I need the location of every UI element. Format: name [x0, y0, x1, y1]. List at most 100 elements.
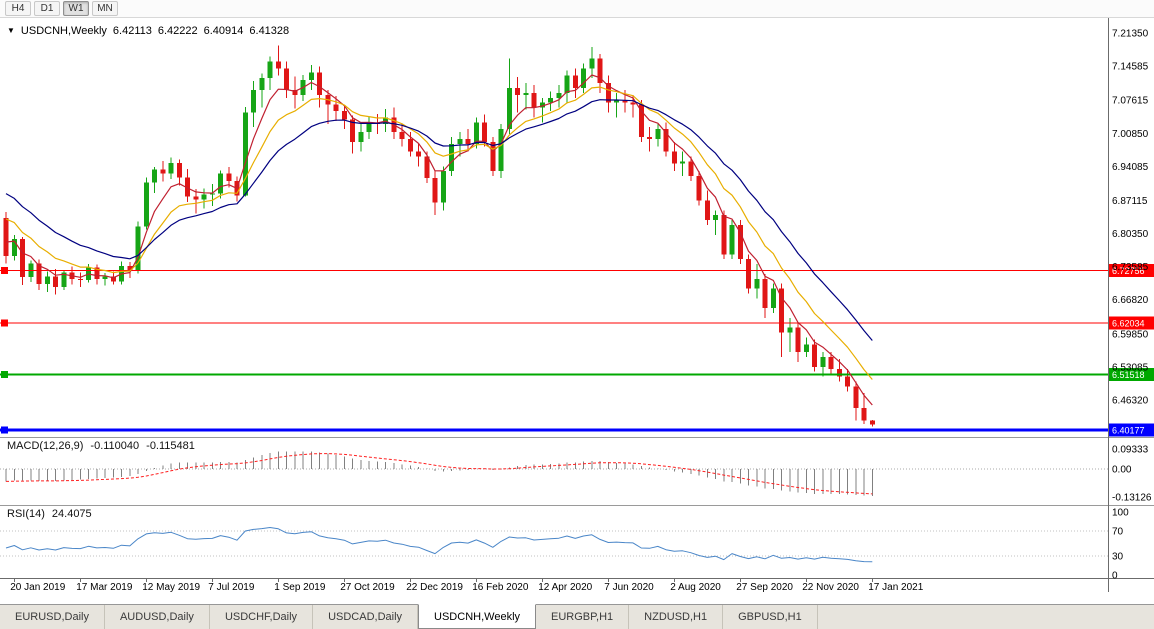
- candle-body: [77, 278, 83, 281]
- candle-body: [308, 72, 314, 81]
- candle-body: [432, 178, 438, 203]
- timeframe-button-mn[interactable]: MN: [92, 1, 118, 16]
- tab-gbpusd-h1[interactable]: GBPUSD,H1: [723, 605, 818, 629]
- candle-body: [292, 89, 298, 95]
- candle-body: [416, 151, 421, 157]
- x-axis-label: 7 Jun 2020: [604, 582, 654, 593]
- candle-body: [531, 92, 537, 108]
- candle-body: [143, 182, 149, 227]
- candle-body: [828, 357, 834, 369]
- x-axis-label: 17 Jan 2021: [868, 582, 923, 593]
- x-axis-label: 16 Feb 2020: [472, 582, 529, 593]
- ma-medium-line: [5, 86, 873, 380]
- y-axis-label: 6.46320: [1112, 395, 1149, 406]
- line-anchor[interactable]: [1, 426, 8, 434]
- candle-body: [630, 102, 636, 105]
- price-tag: [1109, 316, 1154, 330]
- macd-axis-label: 0.09333: [1112, 445, 1149, 456]
- candle-body: [861, 407, 867, 421]
- ma-fast-line: [5, 74, 873, 406]
- timeframe-button-h4[interactable]: H4: [5, 1, 31, 16]
- candle-body: [36, 263, 42, 285]
- candle-body: [506, 88, 512, 130]
- candle-body: [53, 276, 58, 288]
- candle-body: [737, 224, 743, 260]
- price-tag-label: 6.51518: [1112, 370, 1145, 380]
- rsi-indicator-label: RSI(14) 24.4075: [7, 508, 92, 520]
- price-tag-label: 6.72756: [1112, 266, 1145, 276]
- candle-body: [820, 357, 826, 367]
- y-axis-label: 6.80350: [1112, 229, 1149, 240]
- candle-body: [671, 151, 677, 164]
- tab-eurgbp-h1[interactable]: EURGBP,H1: [536, 605, 630, 629]
- candle-body: [267, 61, 273, 79]
- y-axis-label: 7.14585: [1112, 62, 1149, 73]
- timeframe-button-d1[interactable]: D1: [34, 1, 60, 16]
- candle-body: [515, 88, 520, 95]
- candle-body: [787, 327, 793, 333]
- candle-body: [713, 215, 718, 221]
- macd-name: MACD(12,26,9): [7, 440, 84, 452]
- x-axis-label: 2 Aug 2020: [670, 582, 721, 593]
- x-axis-label: 7 Jul 2019: [208, 582, 255, 593]
- candle-body: [746, 259, 751, 289]
- candle-body: [3, 218, 9, 256]
- candle-body: [457, 138, 463, 144]
- line-anchor[interactable]: [1, 267, 8, 275]
- y-axis-label: 7.21350: [1112, 29, 1149, 40]
- candle-body: [556, 92, 562, 98]
- timeframe-button-w1[interactable]: W1: [63, 1, 89, 16]
- candle-body: [440, 171, 446, 203]
- candle-body: [638, 104, 644, 137]
- price-tag-label: 6.62034: [1112, 319, 1145, 329]
- symbol-marker-icon: ▼: [7, 26, 15, 35]
- rsi-value: 24.4075: [51, 508, 92, 520]
- macd-signal-line: [5, 453, 873, 495]
- candle-body: [160, 169, 166, 174]
- rsi-axis-label: 30: [1112, 552, 1124, 563]
- candle-body: [275, 61, 281, 69]
- candle-body: [622, 99, 628, 103]
- candle-body: [597, 58, 603, 84]
- price-tag: [1109, 264, 1154, 278]
- y-axis-label: 6.73585: [1112, 262, 1149, 273]
- candle-body: [663, 129, 669, 152]
- price-tag-label: 6.40177: [1112, 426, 1145, 436]
- candle-body: [812, 344, 817, 367]
- rsi-axis-label: 100: [1112, 508, 1129, 519]
- y-axis-label: 6.87115: [1112, 196, 1148, 207]
- line-anchor[interactable]: [1, 371, 8, 379]
- bar-open-value: 6.42113: [112, 25, 152, 37]
- x-axis-label: 22 Nov 2020: [802, 582, 859, 593]
- candle-body: [548, 97, 553, 103]
- tab-usdcad-daily[interactable]: USDCAD,Daily: [313, 605, 419, 629]
- candle-body: [647, 136, 652, 139]
- tab-eurusd-daily[interactable]: EURUSD,Daily: [0, 605, 105, 629]
- candle-body: [209, 193, 215, 195]
- x-axis-label: 12 May 2019: [142, 582, 200, 593]
- y-axis-label: 7.07615: [1112, 96, 1149, 107]
- timeframe-toolbar: H4 D1 W1 MN: [0, 0, 1154, 18]
- macd-main-value: -0.110040: [90, 440, 140, 452]
- candle-body: [201, 194, 207, 200]
- x-axis-label: 17 Mar 2019: [76, 582, 133, 593]
- candle-body: [523, 92, 529, 95]
- price-tag: [1109, 423, 1154, 437]
- tab-usdchf-daily[interactable]: USDCHF,Daily: [210, 605, 314, 629]
- candle-body: [770, 288, 776, 309]
- line-anchor[interactable]: [1, 319, 8, 327]
- candle-body: [803, 344, 809, 353]
- bar-close-value: 6.41328: [249, 25, 290, 37]
- candle-body: [688, 161, 694, 177]
- tab-usdcnh-weekly[interactable]: USDCNH,Weekly: [418, 604, 537, 629]
- candle-body: [490, 141, 496, 172]
- tab-audusd-daily[interactable]: AUDUSD,Daily: [105, 605, 210, 629]
- candle-body: [94, 267, 100, 279]
- x-axis-label: 12 Apr 2020: [538, 582, 592, 593]
- candle-body: [721, 215, 727, 255]
- tab-nzdusd-h1[interactable]: NZDUSD,H1: [629, 605, 724, 629]
- candle-body: [564, 75, 570, 93]
- rsi-axis-label: 70: [1112, 526, 1124, 537]
